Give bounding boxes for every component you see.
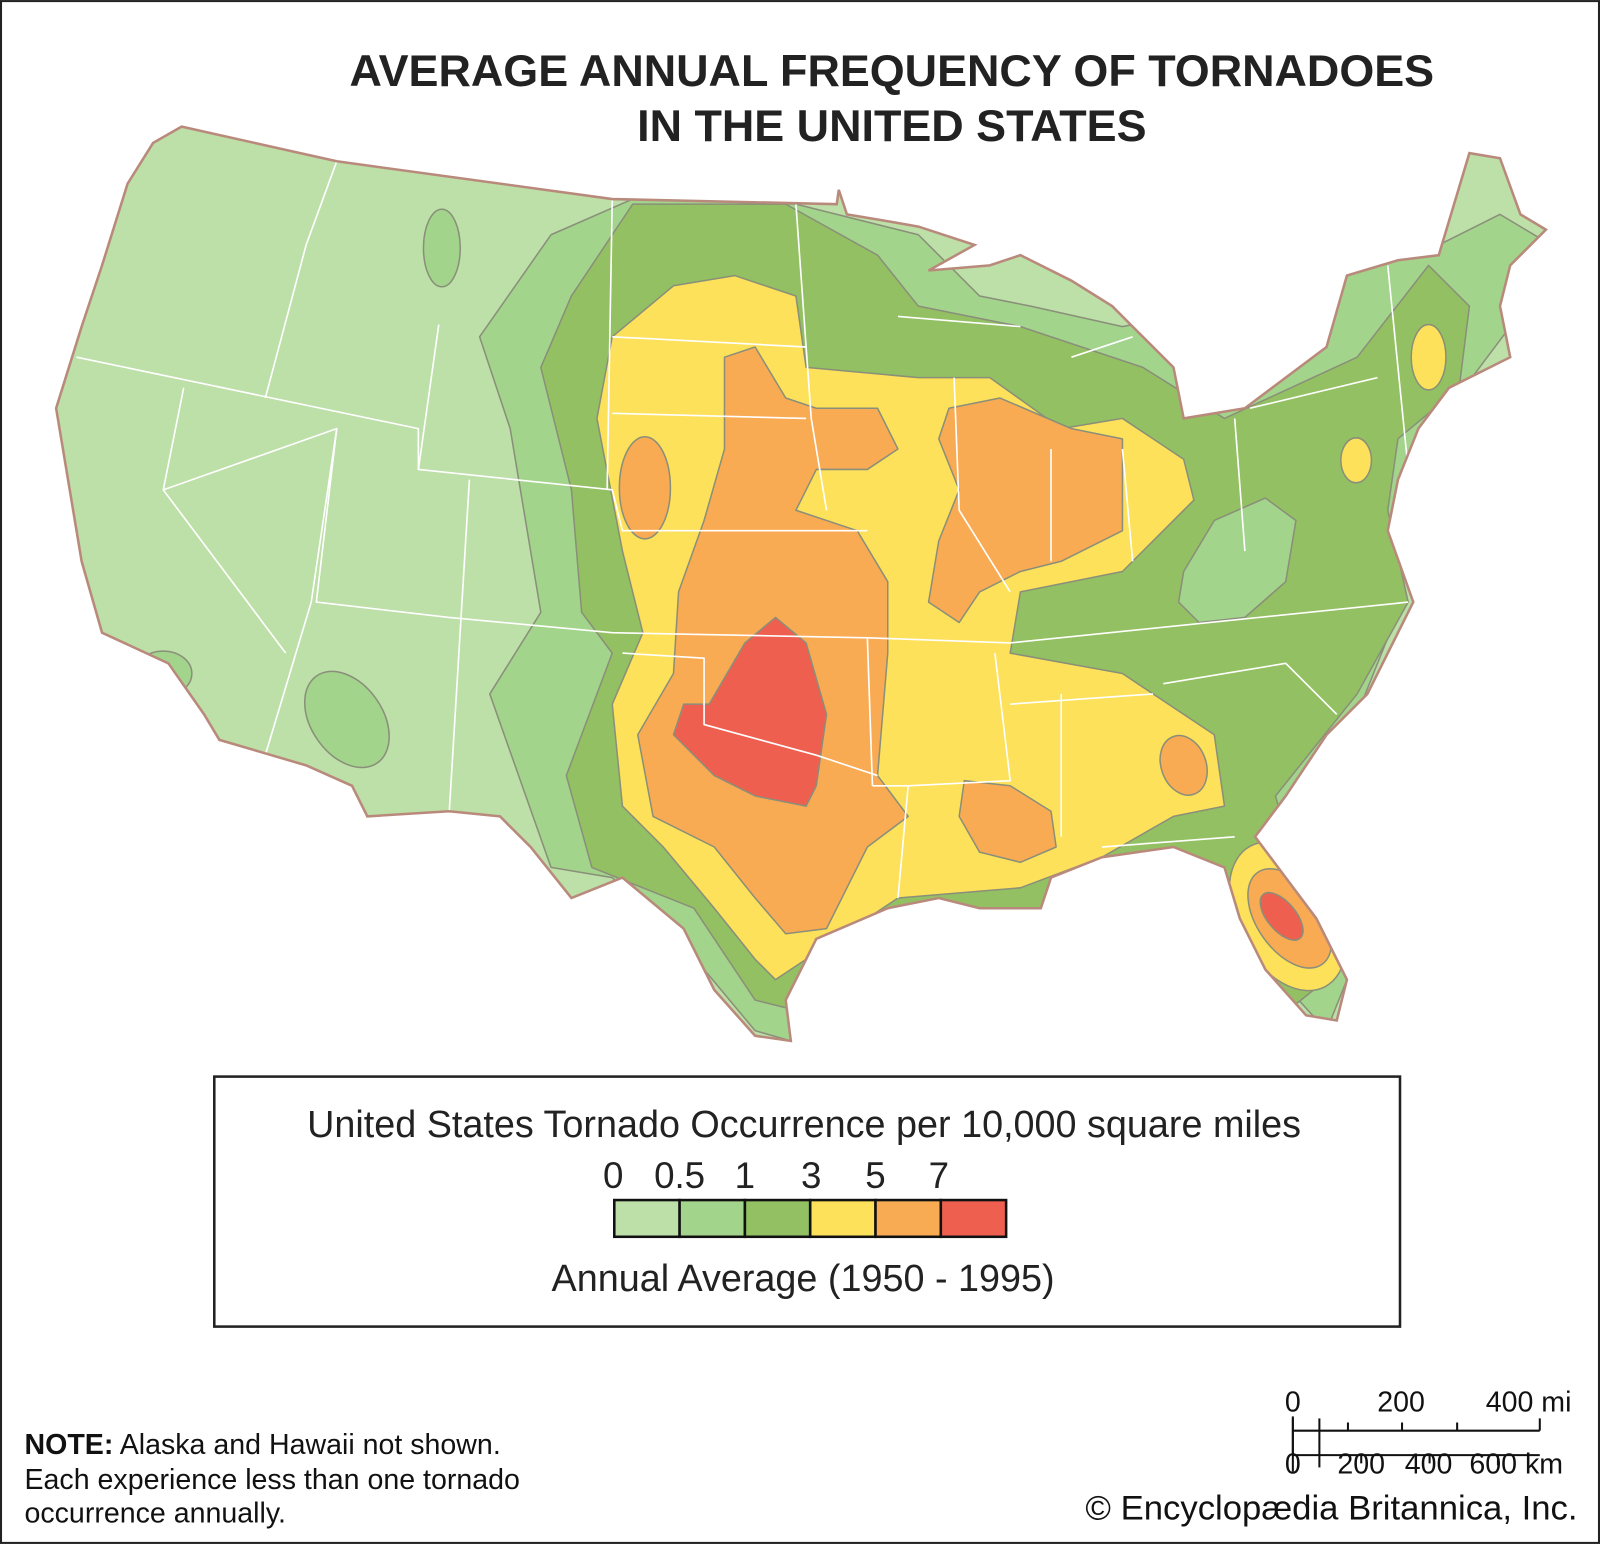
legend-tick: 1 xyxy=(735,1155,755,1196)
zone-7-plus-oklahoma xyxy=(672,616,828,807)
note-label: NOTE: xyxy=(24,1429,113,1461)
map-title-line2: IN THE UNITED STATES xyxy=(637,100,1146,151)
zone-5-7-colorado xyxy=(618,436,672,540)
copyright-credit: © Encyclopædia Britannica, Inc. xyxy=(1085,1489,1577,1527)
state-borders xyxy=(76,161,1409,899)
legend-tick: 5 xyxy=(865,1155,885,1196)
legend-ticks: 0 0.5 1 3 5 7 xyxy=(603,1155,949,1196)
legend-heading: United States Tornado Occurrence per 10,… xyxy=(307,1103,1301,1145)
zone-5-7-midwest xyxy=(927,397,1124,624)
legend-swatch-5 xyxy=(939,1198,1008,1239)
zone-5-7-mississippi xyxy=(958,779,1057,864)
scale-km-200: 200 xyxy=(1337,1449,1385,1481)
zone-5-7-georgia xyxy=(1159,734,1208,796)
zone-7-plus-florida xyxy=(1259,891,1304,941)
legend-swatch-3 xyxy=(808,1198,877,1239)
zone-0.5-1-appalachia xyxy=(1177,497,1297,624)
scale-mi-400: 400 mi xyxy=(1486,1386,1572,1418)
legend-tick: 0.5 xyxy=(654,1155,705,1196)
legend-swatch-0 xyxy=(613,1198,681,1239)
scale-mi-200: 200 xyxy=(1377,1386,1425,1418)
legend-tick: 0 xyxy=(603,1155,623,1196)
legend-swatches xyxy=(613,1198,1008,1239)
scale-km-600: 600 km xyxy=(1469,1449,1563,1481)
note: NOTE: Alaska and Hawaii not shown. Each … xyxy=(24,1429,519,1529)
zone-3-5-new-england xyxy=(1410,323,1447,391)
scale-km-0: 0 xyxy=(1285,1449,1301,1481)
legend-caption: Annual Average (1950 - 1995) xyxy=(552,1257,1055,1299)
zone-0.5-1-arizona xyxy=(303,670,390,769)
legend-swatch-1 xyxy=(678,1198,747,1239)
zone-3-5-pennsylvania xyxy=(1340,437,1373,484)
legend-swatch-4 xyxy=(874,1198,943,1239)
scale-km-400: 400 xyxy=(1405,1449,1453,1481)
scale-mi-0: 0 xyxy=(1285,1386,1301,1418)
note-line3: occurrence annually. xyxy=(24,1498,285,1530)
legend-swatch-2 xyxy=(743,1198,812,1239)
scale-bar: 0 200 400 mi 0 200 400 600 km xyxy=(1285,1386,1572,1480)
note-line1: NOTE: Alaska and Hawaii not shown. xyxy=(24,1429,500,1461)
legend-tick: 7 xyxy=(929,1155,949,1196)
legend-tick: 3 xyxy=(801,1155,821,1196)
map-title-line1: AVERAGE ANNUAL FREQUENCY OF TORNADOES xyxy=(350,45,1435,96)
zone-0.5-1-montana xyxy=(422,208,461,288)
note-line2: Each experience less than one tornado xyxy=(24,1464,519,1496)
